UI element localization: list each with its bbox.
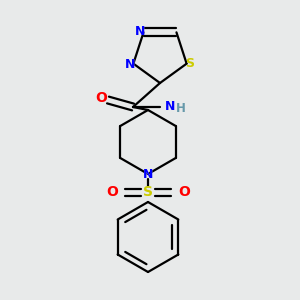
Text: O: O [178,185,190,199]
Text: N: N [135,25,146,38]
Text: N: N [125,58,136,71]
Text: S: S [143,185,153,199]
Text: N: N [165,100,175,113]
Text: S: S [143,185,153,199]
Text: N: N [143,167,153,181]
Text: O: O [178,185,190,199]
Text: O: O [95,91,107,105]
Text: S: S [185,57,194,70]
Text: O: O [106,185,118,199]
Text: N: N [135,25,146,38]
Text: S: S [185,57,194,70]
Text: N: N [143,167,153,181]
Text: O: O [95,91,107,105]
Text: H: H [176,101,186,115]
Text: N: N [125,58,136,71]
Text: O: O [106,185,118,199]
